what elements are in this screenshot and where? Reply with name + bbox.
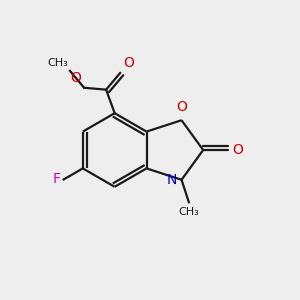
Text: O: O xyxy=(176,100,187,114)
Text: CH₃: CH₃ xyxy=(48,58,68,68)
Text: CH₃: CH₃ xyxy=(178,208,199,218)
Text: F: F xyxy=(53,172,61,186)
Text: O: O xyxy=(123,56,134,70)
Text: O: O xyxy=(232,143,244,157)
Text: O: O xyxy=(70,71,81,85)
Text: N: N xyxy=(167,173,177,187)
